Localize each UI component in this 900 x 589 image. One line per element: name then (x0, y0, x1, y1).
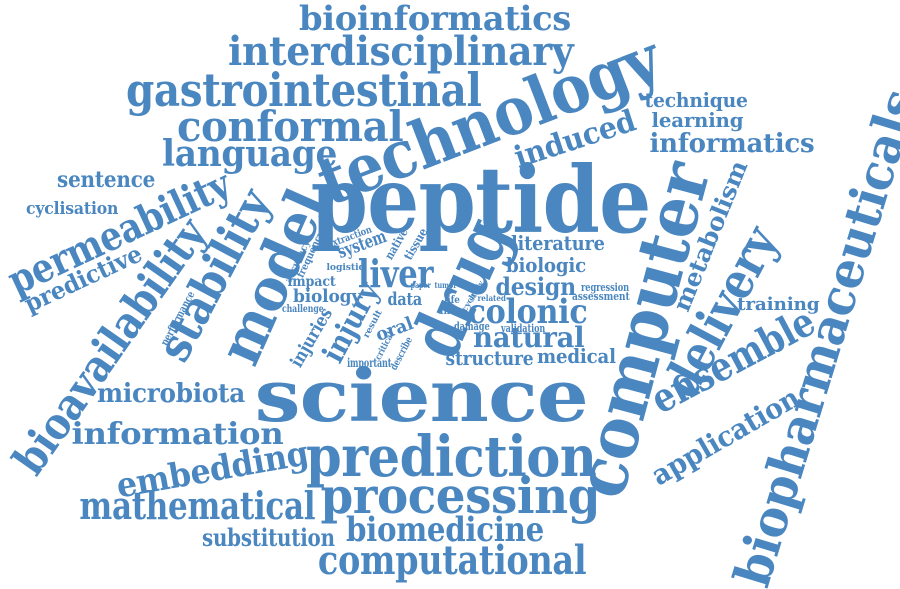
word-processing: processing (320, 466, 600, 525)
word-learning: learning (651, 108, 743, 132)
word-substitution: substitution (201, 523, 335, 552)
word-data: data (387, 289, 423, 310)
word-prediction: prediction (306, 424, 597, 490)
word-important: important (347, 356, 392, 370)
word-sentence: sentence (57, 167, 156, 193)
word-design: design (494, 272, 576, 301)
word-training: training (736, 294, 820, 315)
word-mathematical: mathematical (78, 483, 315, 528)
word-tumor: tumor (434, 280, 457, 290)
word-related: related (477, 293, 506, 303)
word-logistic: logistic (326, 262, 364, 273)
word-assessment: assessment (571, 289, 630, 303)
word-biomedicine: biomedicine (345, 510, 544, 550)
word-life: life (443, 295, 460, 306)
word-science: science (254, 353, 588, 438)
word-computational: computational (317, 537, 587, 584)
word-liver: liver (357, 251, 433, 296)
word-information: information (71, 417, 283, 452)
word-structure: structure (445, 346, 533, 370)
word-cyclisation: cyclisation (26, 198, 119, 219)
word-damage: damage (453, 319, 490, 333)
word-informatics: informatics (649, 129, 815, 159)
word-challenge: challenge (281, 304, 324, 315)
word-microbiota: microbiota (96, 379, 245, 409)
word-natural: natural (472, 321, 585, 354)
word-validation: validation (501, 321, 546, 335)
word-interdisciplinary: interdisciplinary (227, 28, 574, 75)
word-bioinformatics: bioinformatics (298, 0, 571, 39)
word-colonic: colonic (466, 292, 587, 332)
word-gastrointestinal: gastrointestinal (125, 63, 482, 117)
word-biologic: biologic (506, 253, 587, 277)
word-literature: literature (510, 231, 605, 255)
word-peptide: peptide (310, 146, 651, 254)
word-conformal: conformal (176, 102, 404, 151)
word-paper: paper (410, 280, 431, 290)
word-technique: technique (644, 88, 748, 112)
word-medical: medical (536, 344, 616, 368)
word-impact: impact (286, 274, 336, 290)
word-regression: regression (581, 280, 630, 294)
word-language: language (161, 133, 337, 175)
word-biology: biology (293, 286, 362, 307)
word-filter: filter (439, 306, 464, 317)
